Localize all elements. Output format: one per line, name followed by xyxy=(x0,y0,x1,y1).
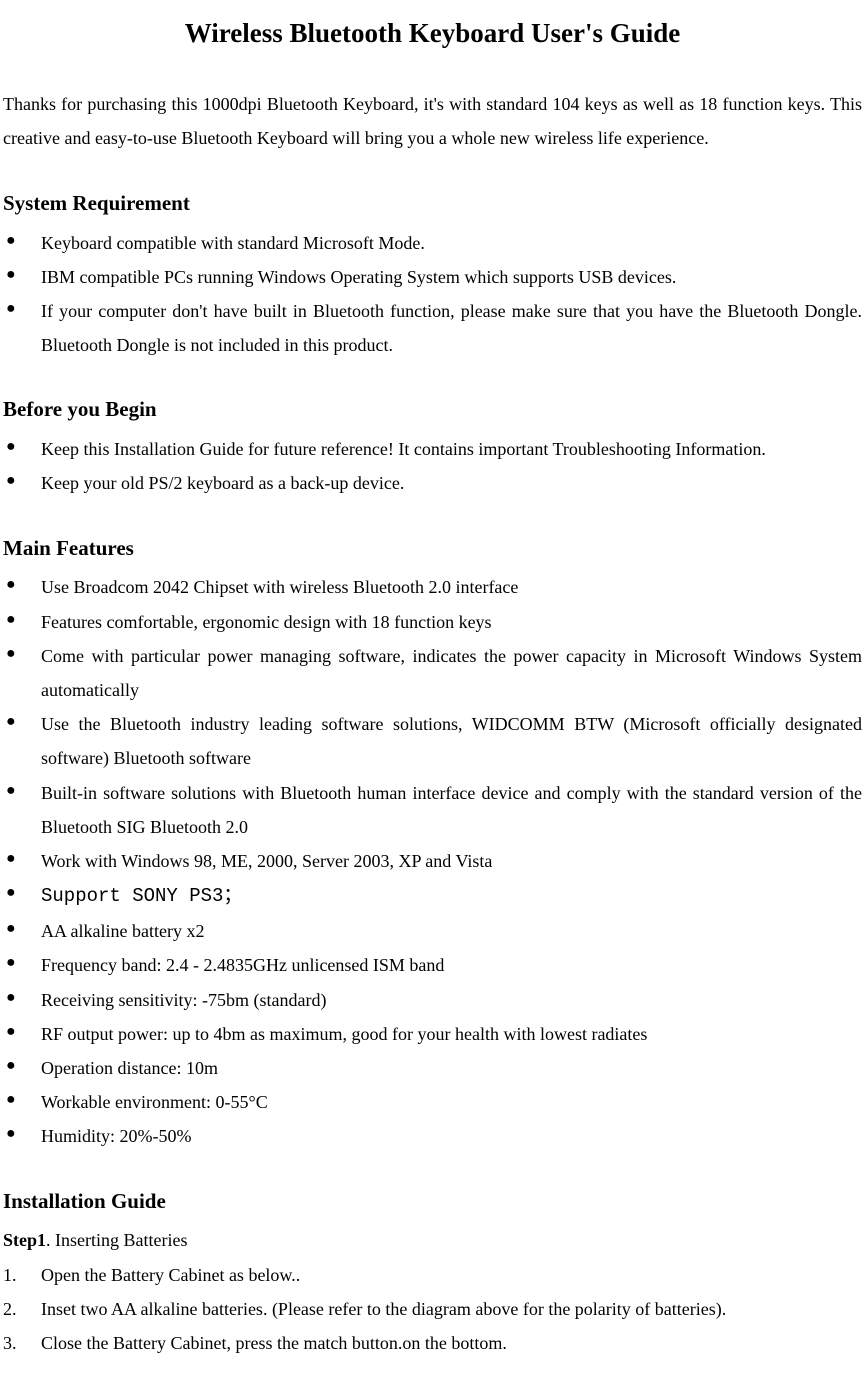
list-item: Humidity: 20%-50% xyxy=(3,1119,862,1153)
heading-before-you-begin: Before you Begin xyxy=(3,390,862,430)
list-item: Come with particular power managing soft… xyxy=(3,639,862,707)
list-system-requirement: Keyboard compatible with standard Micros… xyxy=(3,226,862,363)
list-item: Frequency band: 2.4 - 2.4835GHz unlicens… xyxy=(3,948,862,982)
list-item: Close the Battery Cabinet, press the mat… xyxy=(3,1326,862,1360)
list-item: Inset two AA alkaline batteries. (Please… xyxy=(3,1292,862,1326)
list-item: Use Broadcom 2042 Chipset with wireless … xyxy=(3,570,862,604)
intro-paragraph: Thanks for purchasing this 1000dpi Bluet… xyxy=(3,87,862,155)
step-label: Step1 xyxy=(3,1230,46,1250)
list-item: Keyboard compatible with standard Micros… xyxy=(3,226,862,260)
heading-installation-guide: Installation Guide xyxy=(3,1182,862,1222)
list-item: Keep this Installation Guide for future … xyxy=(3,432,862,466)
step-title: . Inserting Batteries xyxy=(46,1230,187,1250)
list-installation-steps: Open the Battery Cabinet as below.. Inse… xyxy=(3,1258,862,1361)
list-item: If your computer don't have built in Blu… xyxy=(3,294,862,362)
list-item: Features comfortable, ergonomic design w… xyxy=(3,605,862,639)
list-item: IBM compatible PCs running Windows Opera… xyxy=(3,260,862,294)
list-item-text: Support SONY PS3； xyxy=(41,885,242,907)
list-item: RF output power: up to 4bm as maximum, g… xyxy=(3,1017,862,1051)
heading-system-requirement: System Requirement xyxy=(3,184,862,224)
page-title: Wireless Bluetooth Keyboard User's Guide xyxy=(3,8,862,59)
list-item: Use the Bluetooth industry leading softw… xyxy=(3,707,862,775)
list-item: Receiving sensitivity: -75bm (standard) xyxy=(3,983,862,1017)
list-item: Open the Battery Cabinet as below.. xyxy=(3,1258,862,1292)
heading-main-features: Main Features xyxy=(3,529,862,569)
list-item: Built-in software solutions with Bluetoo… xyxy=(3,776,862,844)
list-item: AA alkaline battery x2 xyxy=(3,914,862,948)
list-item: Work with Windows 98, ME, 2000, Server 2… xyxy=(3,844,862,878)
step-heading: Step1. Inserting Batteries xyxy=(3,1223,862,1257)
list-item: Workable environment: 0-55°C xyxy=(3,1085,862,1119)
list-item: Keep your old PS/2 keyboard as a back-up… xyxy=(3,466,862,500)
list-main-features: Use Broadcom 2042 Chipset with wireless … xyxy=(3,570,862,1153)
list-item: Support SONY PS3； xyxy=(3,878,862,914)
list-before-you-begin: Keep this Installation Guide for future … xyxy=(3,432,862,500)
list-item: Operation distance: 10m xyxy=(3,1051,862,1085)
